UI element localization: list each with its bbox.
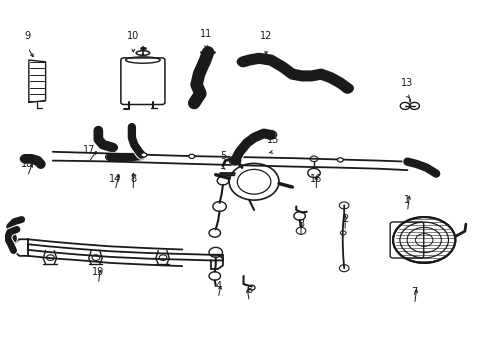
Text: 7: 7 — [411, 287, 417, 297]
Text: 13: 13 — [401, 78, 413, 88]
Text: 9: 9 — [25, 31, 31, 41]
Circle shape — [188, 154, 194, 158]
Text: 11: 11 — [200, 29, 212, 39]
FancyBboxPatch shape — [389, 222, 423, 258]
Circle shape — [337, 158, 343, 162]
Text: 5: 5 — [220, 150, 225, 161]
Text: 18: 18 — [21, 159, 34, 170]
Text: 1: 1 — [404, 195, 409, 205]
Text: 15: 15 — [266, 135, 279, 145]
Text: 17: 17 — [82, 145, 95, 155]
Text: 2: 2 — [341, 214, 347, 224]
Text: 19: 19 — [92, 267, 104, 277]
Text: 12: 12 — [259, 31, 272, 41]
Text: 3: 3 — [297, 219, 304, 229]
Text: 16: 16 — [309, 174, 322, 184]
Text: 8: 8 — [130, 174, 136, 184]
Text: 4: 4 — [215, 281, 221, 291]
Text: 14: 14 — [109, 174, 121, 184]
Circle shape — [141, 153, 146, 157]
Text: 6: 6 — [246, 285, 252, 294]
Text: 10: 10 — [127, 31, 139, 41]
